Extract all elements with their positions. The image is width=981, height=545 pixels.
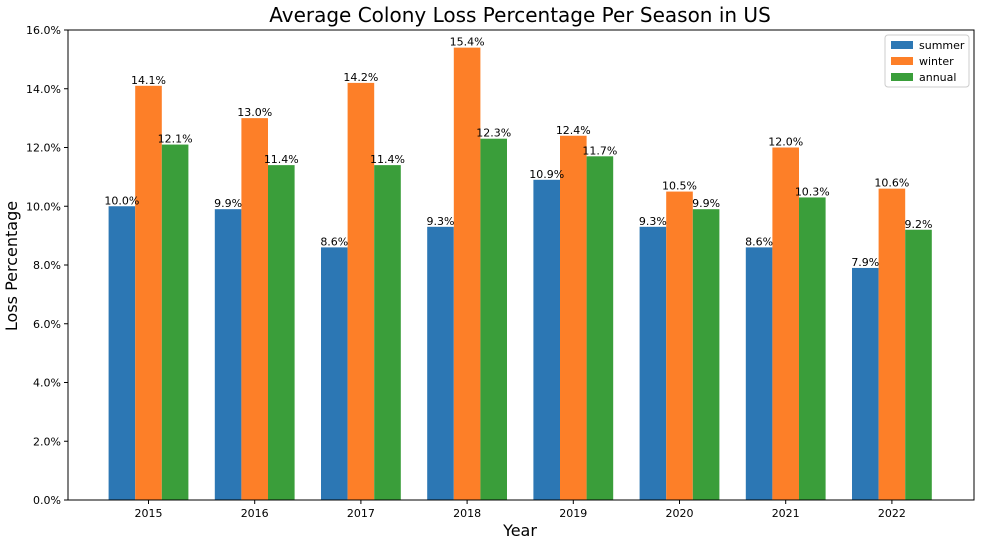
- data-label-winter-2022: 10.6%: [874, 177, 909, 190]
- data-label-summer-2022: 7.9%: [851, 256, 879, 269]
- legend-label-winter: winter: [919, 55, 954, 68]
- bars-group: [108, 47, 932, 501]
- x-tick-label: 2015: [135, 507, 163, 520]
- legend: summer winter annual: [884, 34, 970, 88]
- data-label-winter-2017: 14.2%: [343, 71, 378, 84]
- x-tick-label: 2017: [347, 507, 375, 520]
- data-label-winter-2018: 15.4%: [450, 36, 485, 49]
- data-label-annual-2018: 12.3%: [476, 127, 511, 140]
- bar-annual-2015: [161, 144, 189, 500]
- y-tick-label: 4.0%: [33, 377, 61, 390]
- bar-winter-2019: [560, 135, 587, 500]
- data-label-annual-2015: 12.1%: [158, 133, 193, 146]
- y-tick-label: 8.0%: [33, 259, 61, 272]
- plot-frame: [67, 29, 975, 501]
- bar-summer-2017: [321, 247, 348, 501]
- data-label-annual-2019: 11.7%: [582, 144, 617, 157]
- data-label-summer-2021: 8.6%: [745, 235, 773, 248]
- legend-label-summer: summer: [919, 39, 965, 52]
- data-label-summer-2018: 9.3%: [427, 215, 455, 228]
- legend-swatch-annual: [891, 73, 913, 81]
- chart-title: Average Colony Loss Percentage Per Seaso…: [269, 3, 771, 27]
- data-label-summer-2019: 10.9%: [529, 168, 564, 181]
- y-axis-label: Loss Percentage: [2, 201, 21, 331]
- bar-winter-2017: [347, 82, 375, 501]
- y-tick-label: 6.0%: [33, 318, 61, 331]
- data-label-summer-2015: 10.0%: [104, 194, 139, 207]
- bar-summer-2020: [639, 226, 667, 500]
- x-tick-label: 2021: [772, 507, 800, 520]
- bar-winter-2015: [135, 85, 162, 500]
- legend-swatch-summer: [891, 41, 913, 49]
- x-tick-label: 2022: [878, 507, 906, 520]
- data-label-annual-2021: 10.3%: [795, 185, 830, 198]
- data-label-annual-2016: 11.4%: [264, 153, 299, 166]
- data-label-winter-2016: 13.0%: [237, 106, 272, 119]
- bar-summer-2015: [108, 206, 136, 500]
- bar-winter-2016: [241, 118, 268, 501]
- bar-winter-2021: [772, 147, 799, 500]
- bar-annual-2020: [692, 209, 720, 500]
- bar-labels-group: 10.0% 9.9% 8.6% 9.3% 10.9% 9.3% 8.6% 7.9% 14.1% 1…: [104, 36, 932, 269]
- bar-annual-2016: [268, 165, 295, 501]
- x-tick-label: 2019: [559, 507, 587, 520]
- bar-winter-2018: [453, 47, 481, 501]
- bar-summer-2018: [427, 226, 454, 500]
- data-label-winter-2015: 14.1%: [131, 74, 166, 87]
- data-label-winter-2021: 12.0%: [768, 136, 803, 149]
- data-label-summer-2020: 9.3%: [639, 215, 667, 228]
- y-tick-label: 0.0%: [33, 494, 61, 507]
- y-axis: 0.0% 2.0% 4.0% 6.0% 8.0% 10.0% 12.0% 14.0% 16.0%: [26, 24, 68, 507]
- bar-annual-2017: [374, 165, 401, 501]
- y-tick-label: 2.0%: [33, 435, 61, 448]
- data-label-winter-2020: 10.5%: [662, 180, 697, 193]
- bar-summer-2019: [533, 179, 560, 500]
- x-tick-label: 2016: [241, 507, 269, 520]
- data-label-summer-2017: 8.6%: [320, 235, 348, 248]
- bar-winter-2022: [878, 188, 906, 501]
- bar-annual-2019: [586, 156, 614, 500]
- data-label-summer-2016: 9.9%: [214, 197, 242, 210]
- bar-summer-2021: [745, 247, 773, 501]
- x-axis: 2015 2016 2017 2018 2019 2020 2021 2022: [135, 500, 906, 520]
- y-tick-label: 12.0%: [26, 142, 61, 155]
- bar-annual-2018: [480, 138, 507, 500]
- x-axis-label: Year: [502, 521, 537, 540]
- legend-label-annual: annual: [919, 71, 956, 84]
- y-tick-label: 16.0%: [26, 24, 61, 37]
- y-tick-label: 14.0%: [26, 83, 61, 96]
- x-tick-label: 2020: [666, 507, 694, 520]
- legend-swatch-winter: [891, 57, 913, 65]
- bar-annual-2021: [799, 197, 826, 500]
- bar-summer-2016: [214, 209, 242, 500]
- y-tick-label: 10.0%: [26, 200, 61, 213]
- data-label-annual-2020: 9.9%: [692, 197, 720, 210]
- data-label-annual-2022: 9.2%: [905, 218, 933, 231]
- bar-summer-2022: [852, 267, 879, 500]
- data-label-winter-2019: 12.4%: [556, 124, 591, 137]
- bar-winter-2020: [666, 191, 693, 500]
- data-label-annual-2017: 11.4%: [370, 153, 405, 166]
- x-tick-label: 2018: [453, 507, 481, 520]
- bar-annual-2022: [905, 229, 932, 500]
